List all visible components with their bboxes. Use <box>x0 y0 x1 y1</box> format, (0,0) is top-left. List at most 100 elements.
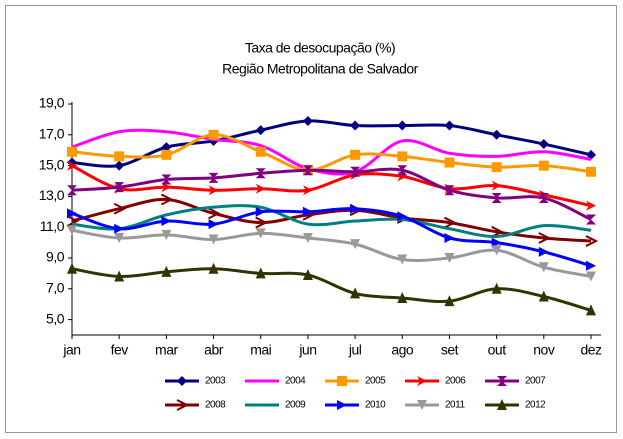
marker <box>208 172 219 183</box>
marker <box>208 234 219 245</box>
marker <box>161 142 172 153</box>
marker <box>67 185 77 196</box>
marker <box>491 180 502 191</box>
series-line <box>71 204 592 238</box>
marker <box>302 232 313 243</box>
marker <box>67 225 77 236</box>
legend-item: 2010 <box>325 400 387 411</box>
marker <box>161 216 172 227</box>
marker <box>114 160 125 171</box>
series-line <box>71 128 592 176</box>
series <box>67 203 596 271</box>
marker <box>538 232 552 244</box>
marker <box>444 185 455 196</box>
chart-subtitle: Região Metropolitana de Salvador <box>222 61 419 77</box>
marker <box>350 203 361 214</box>
series <box>67 262 596 316</box>
legend-item: 2008 <box>165 399 227 411</box>
marker <box>397 120 408 131</box>
y-tick-label: 15,0 <box>39 156 65 172</box>
marker <box>302 185 313 196</box>
x-tick-label: jan <box>62 342 80 358</box>
legend-item: 2006 <box>405 376 467 387</box>
marker <box>491 129 502 140</box>
marker <box>160 193 174 206</box>
marker <box>255 125 266 136</box>
marker <box>161 149 172 160</box>
marker <box>444 253 455 263</box>
marker <box>67 146 77 157</box>
marker <box>538 262 549 273</box>
marker <box>538 160 549 171</box>
marker <box>302 206 313 217</box>
marker <box>67 160 77 171</box>
x-tick-label: nov <box>533 342 555 358</box>
marker <box>491 282 502 294</box>
marker <box>397 254 408 265</box>
marker <box>397 165 408 176</box>
series-line <box>71 267 592 312</box>
marker <box>177 376 187 386</box>
y-tick-label: 5,0 <box>46 310 65 326</box>
marker <box>255 168 266 179</box>
x-tick-label: mar <box>155 342 178 358</box>
marker <box>67 262 77 274</box>
legend-label: 2003 <box>205 376 226 387</box>
y-tick-label: 7,0 <box>46 280 65 296</box>
x-tick-label: mai <box>250 342 271 358</box>
marker <box>161 182 172 193</box>
marker <box>538 290 549 302</box>
y-tick-label: 13,0 <box>39 187 65 203</box>
x-tick-label: dez <box>580 342 602 358</box>
series <box>67 225 596 282</box>
y-tick-label: 19,0 <box>39 95 65 111</box>
legend-label: 2006 <box>445 376 466 387</box>
marker <box>255 267 266 279</box>
marker <box>497 399 507 410</box>
legend-label: 2009 <box>285 400 306 411</box>
marker <box>255 183 266 194</box>
series-line <box>71 228 592 278</box>
marker <box>444 120 455 131</box>
marker <box>491 192 502 203</box>
marker <box>113 202 127 215</box>
chart-title: Taxa de desocupação (%) <box>245 40 395 56</box>
legend-item: 2007 <box>485 376 547 387</box>
x-tick-label: jun <box>298 342 316 358</box>
series <box>71 204 592 238</box>
marker <box>255 146 266 157</box>
marker <box>444 216 457 229</box>
legend-item: 2004 <box>245 376 307 387</box>
marker <box>397 211 408 222</box>
marker <box>114 232 125 243</box>
legend-label: 2004 <box>285 376 306 387</box>
marker <box>586 260 596 271</box>
marker <box>67 208 77 219</box>
marker <box>538 246 549 257</box>
marker <box>161 265 172 277</box>
legend-item: 2012 <box>485 399 547 411</box>
marker <box>538 192 549 203</box>
x-tick-label: ago <box>391 342 414 358</box>
legend-label: 2010 <box>365 400 386 411</box>
marker <box>350 287 361 299</box>
series <box>67 165 596 225</box>
y-tick-label: 11,0 <box>40 218 65 234</box>
legend-label: 2012 <box>525 400 546 411</box>
marker <box>444 157 455 168</box>
marker <box>491 162 502 173</box>
marker <box>586 214 596 225</box>
marker <box>255 216 268 229</box>
chart-frame <box>5 5 617 433</box>
marker <box>586 200 596 211</box>
marker <box>491 237 502 248</box>
x-tick-label: abr <box>204 342 224 358</box>
marker <box>337 400 347 410</box>
legend-item: 2009 <box>245 400 307 411</box>
marker <box>397 151 408 162</box>
marker <box>350 166 361 177</box>
marker <box>255 206 266 217</box>
marker <box>255 228 266 239</box>
marker <box>397 292 408 304</box>
